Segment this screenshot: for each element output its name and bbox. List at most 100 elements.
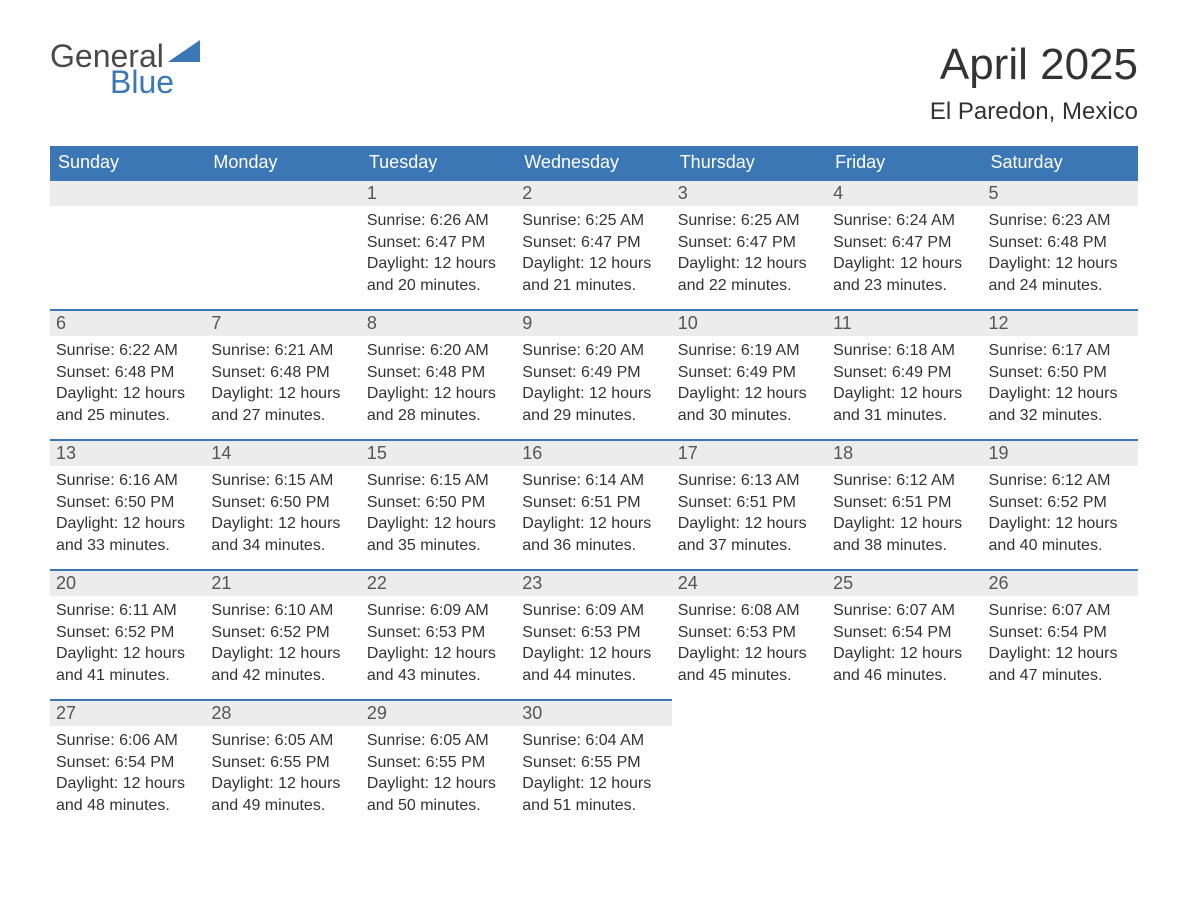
day-details: Sunrise: 6:09 AMSunset: 6:53 PMDaylight:… (516, 596, 671, 690)
daylight-label: Daylight: (989, 255, 1051, 272)
daylight-line: Daylight: 12 hours and 30 minutes. (678, 383, 821, 426)
day-number-bar: 15 (361, 439, 516, 466)
daylight-label: Daylight: (989, 385, 1051, 402)
calendar-cell: 4Sunrise: 6:24 AMSunset: 6:47 PMDaylight… (827, 179, 982, 309)
sunset-label: Sunset: (833, 364, 887, 381)
sunrise-label: Sunrise: (833, 212, 892, 229)
sunrise-value: 6:22 AM (119, 342, 178, 359)
calendar-cell: 7Sunrise: 6:21 AMSunset: 6:48 PMDaylight… (205, 309, 360, 439)
sunset-value: 6:52 PM (270, 624, 330, 641)
sunset-label: Sunset: (522, 234, 576, 251)
day-number-bar: 13 (50, 439, 205, 466)
day-number-bar: 3 (672, 179, 827, 206)
sunset-label: Sunset: (522, 364, 576, 381)
daylight-label: Daylight: (367, 255, 429, 272)
daylight-line: Daylight: 12 hours and 42 minutes. (211, 643, 354, 686)
day-details: Sunrise: 6:09 AMSunset: 6:53 PMDaylight:… (361, 596, 516, 690)
sunset-line: Sunset: 6:52 PM (989, 492, 1132, 514)
calendar-cell: 29Sunrise: 6:05 AMSunset: 6:55 PMDayligh… (361, 699, 516, 829)
day-number-bar: 12 (983, 309, 1138, 336)
calendar-body: 1Sunrise: 6:26 AMSunset: 6:47 PMDaylight… (50, 179, 1138, 829)
day-details: Sunrise: 6:23 AMSunset: 6:48 PMDaylight:… (983, 206, 1138, 300)
calendar-cell: 23Sunrise: 6:09 AMSunset: 6:53 PMDayligh… (516, 569, 671, 699)
sunset-value: 6:52 PM (115, 624, 175, 641)
daylight-label: Daylight: (522, 385, 584, 402)
sunset-value: 6:51 PM (892, 494, 952, 511)
calendar-cell: 30Sunrise: 6:04 AMSunset: 6:55 PMDayligh… (516, 699, 671, 829)
day-details: Sunrise: 6:12 AMSunset: 6:51 PMDaylight:… (827, 466, 982, 560)
sunrise-label: Sunrise: (833, 602, 892, 619)
sunset-value: 6:53 PM (581, 624, 641, 641)
day-number-bar (827, 699, 982, 724)
calendar-cell: 11Sunrise: 6:18 AMSunset: 6:49 PMDayligh… (827, 309, 982, 439)
sunrise-label: Sunrise: (989, 212, 1048, 229)
sunrise-value: 6:05 AM (430, 732, 489, 749)
sunset-value: 6:53 PM (736, 624, 796, 641)
sunrise-value: 6:10 AM (275, 602, 334, 619)
sunrise-value: 6:14 AM (585, 472, 644, 489)
daylight-line: Daylight: 12 hours and 27 minutes. (211, 383, 354, 426)
daylight-label: Daylight: (211, 645, 273, 662)
day-details: Sunrise: 6:12 AMSunset: 6:52 PMDaylight:… (983, 466, 1138, 560)
day-number-bar: 1 (361, 179, 516, 206)
sunrise-line: Sunrise: 6:10 AM (211, 600, 354, 622)
sunset-value: 6:50 PM (1047, 364, 1107, 381)
sunset-line: Sunset: 6:48 PM (367, 362, 510, 384)
day-details: Sunrise: 6:06 AMSunset: 6:54 PMDaylight:… (50, 726, 205, 820)
sunset-label: Sunset: (989, 494, 1043, 511)
day-details: Sunrise: 6:14 AMSunset: 6:51 PMDaylight:… (516, 466, 671, 560)
day-number-bar (205, 179, 360, 206)
sunrise-value: 6:04 AM (585, 732, 644, 749)
day-number-bar: 7 (205, 309, 360, 336)
sunset-label: Sunset: (833, 624, 887, 641)
calendar-cell: 16Sunrise: 6:14 AMSunset: 6:51 PMDayligh… (516, 439, 671, 569)
day-details: Sunrise: 6:15 AMSunset: 6:50 PMDaylight:… (361, 466, 516, 560)
sunset-line: Sunset: 6:51 PM (522, 492, 665, 514)
daylight-label: Daylight: (989, 515, 1051, 532)
day-number-bar: 5 (983, 179, 1138, 206)
sunrise-line: Sunrise: 6:06 AM (56, 730, 199, 752)
daylight-label: Daylight: (367, 775, 429, 792)
sunset-line: Sunset: 6:50 PM (989, 362, 1132, 384)
sunset-value: 6:49 PM (736, 364, 796, 381)
daylight-line: Daylight: 12 hours and 44 minutes. (522, 643, 665, 686)
sunset-line: Sunset: 6:54 PM (989, 622, 1132, 644)
sunset-line: Sunset: 6:48 PM (989, 232, 1132, 254)
daylight-label: Daylight: (833, 255, 895, 272)
sunset-label: Sunset: (833, 494, 887, 511)
calendar-cell: 6Sunrise: 6:22 AMSunset: 6:48 PMDaylight… (50, 309, 205, 439)
day-details: Sunrise: 6:13 AMSunset: 6:51 PMDaylight:… (672, 466, 827, 560)
day-details: Sunrise: 6:08 AMSunset: 6:53 PMDaylight:… (672, 596, 827, 690)
day-details: Sunrise: 6:07 AMSunset: 6:54 PMDaylight:… (827, 596, 982, 690)
sunset-value: 6:49 PM (581, 364, 641, 381)
day-number-bar: 26 (983, 569, 1138, 596)
calendar-cell: 5Sunrise: 6:23 AMSunset: 6:48 PMDaylight… (983, 179, 1138, 309)
day-number-bar: 6 (50, 309, 205, 336)
sunset-value: 6:55 PM (270, 754, 330, 771)
calendar-cell: 19Sunrise: 6:12 AMSunset: 6:52 PMDayligh… (983, 439, 1138, 569)
sunrise-label: Sunrise: (678, 472, 737, 489)
sunset-value: 6:54 PM (1047, 624, 1107, 641)
sunrise-value: 6:21 AM (275, 342, 334, 359)
daylight-label: Daylight: (367, 645, 429, 662)
sunset-label: Sunset: (211, 754, 265, 771)
sunset-value: 6:48 PM (1047, 234, 1107, 251)
sunrise-line: Sunrise: 6:24 AM (833, 210, 976, 232)
sunset-label: Sunset: (678, 624, 732, 641)
sunrise-value: 6:25 AM (585, 212, 644, 229)
day-number-bar: 4 (827, 179, 982, 206)
daylight-label: Daylight: (833, 515, 895, 532)
sunrise-label: Sunrise: (367, 342, 426, 359)
daylight-label: Daylight: (522, 515, 584, 532)
sunrise-line: Sunrise: 6:16 AM (56, 470, 199, 492)
day-number-bar: 9 (516, 309, 671, 336)
sunset-line: Sunset: 6:54 PM (833, 622, 976, 644)
sunset-value: 6:51 PM (736, 494, 796, 511)
calendar-cell: 13Sunrise: 6:16 AMSunset: 6:50 PMDayligh… (50, 439, 205, 569)
calendar-cell: 8Sunrise: 6:20 AMSunset: 6:48 PMDaylight… (361, 309, 516, 439)
daylight-label: Daylight: (211, 385, 273, 402)
calendar-cell: 22Sunrise: 6:09 AMSunset: 6:53 PMDayligh… (361, 569, 516, 699)
calendar-cell (983, 699, 1138, 829)
day-number-bar: 19 (983, 439, 1138, 466)
sunrise-label: Sunrise: (522, 602, 581, 619)
